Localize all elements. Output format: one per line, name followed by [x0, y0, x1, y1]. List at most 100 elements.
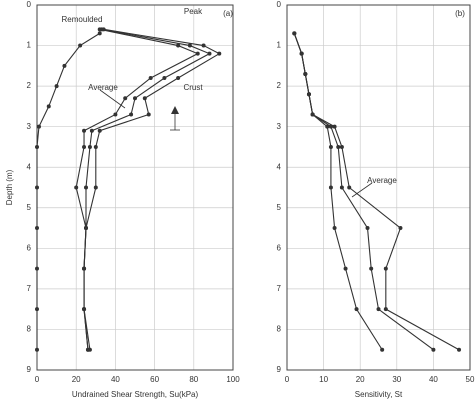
data-point	[93, 144, 98, 149]
data-point	[146, 112, 151, 117]
y-tick-label: 2	[27, 81, 32, 90]
data-point	[310, 112, 315, 117]
pointer-arrow	[351, 182, 373, 198]
data-point	[176, 43, 181, 48]
y-tick-label: 8	[277, 325, 282, 334]
x-tick-label: 50	[466, 375, 475, 384]
data-point	[207, 51, 212, 56]
data-point	[62, 63, 67, 68]
data-point	[217, 51, 222, 56]
data-point	[35, 347, 39, 352]
data-point	[84, 185, 88, 190]
data-point	[35, 185, 39, 190]
plot-frame	[36, 4, 234, 371]
y-tick-label: 0	[277, 0, 282, 9]
data-point	[142, 96, 147, 101]
x-tick-label: 40	[111, 375, 120, 384]
data-point	[292, 31, 297, 36]
data-point	[123, 96, 128, 101]
data-point	[431, 347, 436, 352]
data-point	[84, 226, 88, 231]
y-tick-label: 3	[27, 122, 32, 131]
x-tick-label: 0	[35, 375, 40, 384]
data-point	[97, 128, 102, 133]
data-point	[101, 27, 106, 32]
data-point	[35, 307, 39, 312]
data-point	[176, 76, 181, 80]
y-tick-label: 5	[27, 203, 32, 212]
data-point	[113, 112, 118, 117]
data-point	[82, 144, 87, 149]
data-point	[354, 307, 359, 312]
y-tick-label: 7	[27, 284, 32, 293]
data-point	[35, 266, 39, 271]
y-tick-label: 4	[27, 162, 32, 171]
data-point	[195, 51, 200, 56]
data-point	[89, 128, 94, 133]
y-tick-label: 6	[27, 243, 32, 252]
annotation: (b)	[455, 9, 465, 18]
data-point	[303, 71, 308, 76]
y-tick-label: 3	[277, 122, 282, 131]
data-point	[299, 51, 304, 56]
data-point	[369, 266, 374, 271]
x-tick-label: 10	[319, 375, 328, 384]
data-point	[97, 31, 102, 36]
data-point	[78, 43, 83, 48]
data-point	[129, 112, 134, 117]
data-point	[148, 76, 153, 80]
data-point	[328, 185, 333, 190]
data-point	[339, 185, 344, 190]
x-tick-label: 40	[429, 375, 438, 384]
data-point	[54, 84, 59, 89]
data-point	[343, 266, 348, 271]
y-tick-label: 0	[27, 0, 32, 9]
series-line	[83, 28, 211, 350]
data-point	[325, 124, 330, 129]
y-tick-label: 9	[277, 365, 282, 374]
data-point	[201, 43, 206, 48]
x-axis-label: Sensitivity, St	[355, 390, 403, 399]
plot-frame	[286, 4, 471, 371]
y-tick-label: 5	[277, 203, 282, 212]
series-label: Remoulded	[62, 15, 103, 24]
data-point	[376, 307, 381, 312]
crust-arrow-head	[171, 106, 179, 114]
data-point	[46, 104, 51, 109]
data-point	[82, 266, 87, 271]
series-label: Peak	[184, 7, 203, 16]
data-point	[457, 347, 462, 352]
x-tick-label: 20	[72, 375, 81, 384]
y-tick-label: 2	[277, 81, 282, 90]
y-tick-label: 7	[277, 284, 282, 293]
x-tick-label: 0	[285, 375, 290, 384]
data-point	[328, 144, 333, 149]
y-tick-label: 9	[27, 365, 32, 374]
y-tick-label: 1	[27, 41, 32, 50]
x-tick-label: 60	[150, 375, 159, 384]
data-point	[93, 185, 98, 190]
x-tick-label: 100	[226, 375, 240, 384]
y-tick-label: 4	[277, 162, 282, 171]
y-tick-label: 6	[277, 243, 282, 252]
annotation: (a)	[223, 9, 233, 18]
x-tick-label: 30	[392, 375, 401, 384]
series-line	[293, 33, 460, 351]
data-point	[162, 76, 167, 80]
y-tick-label: 1	[277, 41, 282, 50]
y-axis-label: Depth (m)	[5, 169, 14, 205]
series-line	[36, 32, 101, 350]
data-point	[35, 144, 39, 149]
data-point	[383, 266, 388, 271]
x-tick-label: 80	[189, 375, 198, 384]
data-point	[332, 124, 337, 129]
series-line	[293, 33, 434, 351]
data-point	[365, 226, 370, 231]
y-tick-label: 8	[27, 325, 32, 334]
data-point	[187, 43, 192, 48]
annotation: Crust	[183, 83, 203, 92]
data-point	[339, 144, 344, 149]
data-point	[87, 347, 92, 352]
data-point	[133, 96, 137, 101]
